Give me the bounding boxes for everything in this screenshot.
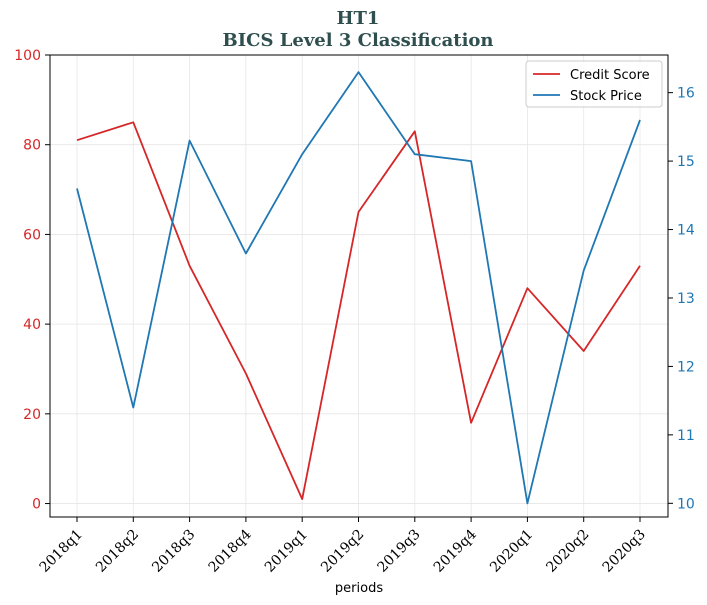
x-axis: 2018q1 2018q2 2018q3 2018q4 2019q1 2019q2 2019… [37,517,649,576]
legend: Credit Score Stock Price [525,60,663,108]
right-y-tick-label: 14 [677,223,695,239]
x-tick-label: 2018q2 [93,527,142,576]
right-y-tick-label: 15 [677,154,695,170]
x-tick-label: 2019q3 [374,527,423,576]
left-y-tick-label: 0 [32,497,41,513]
x-tick-label: 2020q3 [600,527,649,576]
right-y-tick-label: 11 [677,428,695,444]
x-tick-label: 2018q4 [206,526,255,575]
right-y-tick-label: 16 [677,86,695,102]
x-tick-label: 2018q3 [149,527,198,576]
credit-score-line [76,121,641,501]
right-y-tick-label: 13 [677,291,695,307]
x-tick-label: 2019q4 [431,526,480,575]
left-y-axis: 0 20 40 60 80 100 [14,48,50,513]
right-y-tick-label: 12 [677,359,695,375]
x-tick-label: 2018q1 [37,527,86,576]
x-tick-label: 2020q1 [487,527,536,576]
right-y-axis: 10 11 12 13 14 15 16 [668,86,695,512]
x-axis-label: periods [335,581,383,596]
chart-title: HT1 [337,8,380,29]
x-tick-label: 2020q2 [543,527,592,576]
legend-label-credit-score: Credit Score [570,68,650,83]
left-y-tick-label: 40 [23,317,41,333]
left-y-tick-label: 20 [23,407,41,423]
grid-lines [50,54,668,517]
plot-frame [49,54,669,518]
legend-label-stock-price: Stock Price [570,89,642,104]
x-tick-label: 2019q1 [262,527,311,576]
stock-price-line [76,71,641,505]
left-y-tick-label: 80 [23,138,41,154]
right-y-tick-label: 10 [677,496,695,512]
chart-subtitle: BICS Level 3 Classification [222,30,493,51]
x-tick-label: 2019q2 [318,527,367,576]
left-y-tick-label: 60 [23,227,41,243]
left-y-tick-label: 100 [14,48,41,64]
series-layer [76,71,641,505]
